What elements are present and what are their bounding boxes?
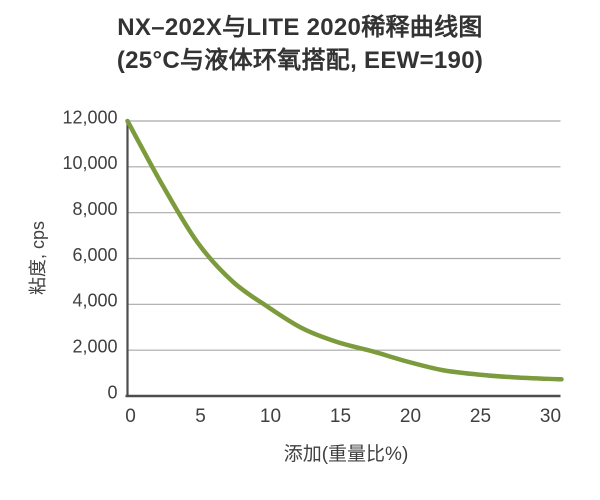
x-tick-label: 20 bbox=[400, 406, 421, 427]
y-tick-label: 10,000 bbox=[62, 153, 117, 173]
x-tick-label: 5 bbox=[195, 406, 206, 427]
dilution-curve bbox=[125, 118, 564, 382]
y-tick-label: 4,000 bbox=[72, 291, 117, 311]
x-tick-label: 15 bbox=[330, 406, 351, 427]
y-tick-label: 2,000 bbox=[72, 336, 117, 356]
chart-title: NX–202X与LITE 2020稀释曲线图 (25°C与液体环氧搭配, EEW… bbox=[0, 11, 600, 77]
y-axis-title: 粘度, cps bbox=[28, 221, 48, 295]
x-tick-label: 0 bbox=[125, 406, 136, 427]
y-tick-label: 12,000 bbox=[62, 107, 117, 127]
y-tick-label: 8,000 bbox=[72, 199, 117, 219]
x-tick-label: 30 bbox=[540, 406, 561, 427]
y-tick-label: 0 bbox=[107, 382, 117, 402]
x-axis-title: 添加(重量比%) bbox=[284, 443, 409, 465]
y-tick-label: 6,000 bbox=[72, 245, 117, 265]
chart-title-line2: (25°C与液体环氧搭配, EEW=190) bbox=[116, 47, 484, 74]
chart-title-line1: NX–202X与LITE 2020稀释曲线图 bbox=[117, 14, 483, 41]
x-tick-label: 25 bbox=[470, 406, 491, 427]
x-tick-label: 10 bbox=[260, 406, 281, 427]
